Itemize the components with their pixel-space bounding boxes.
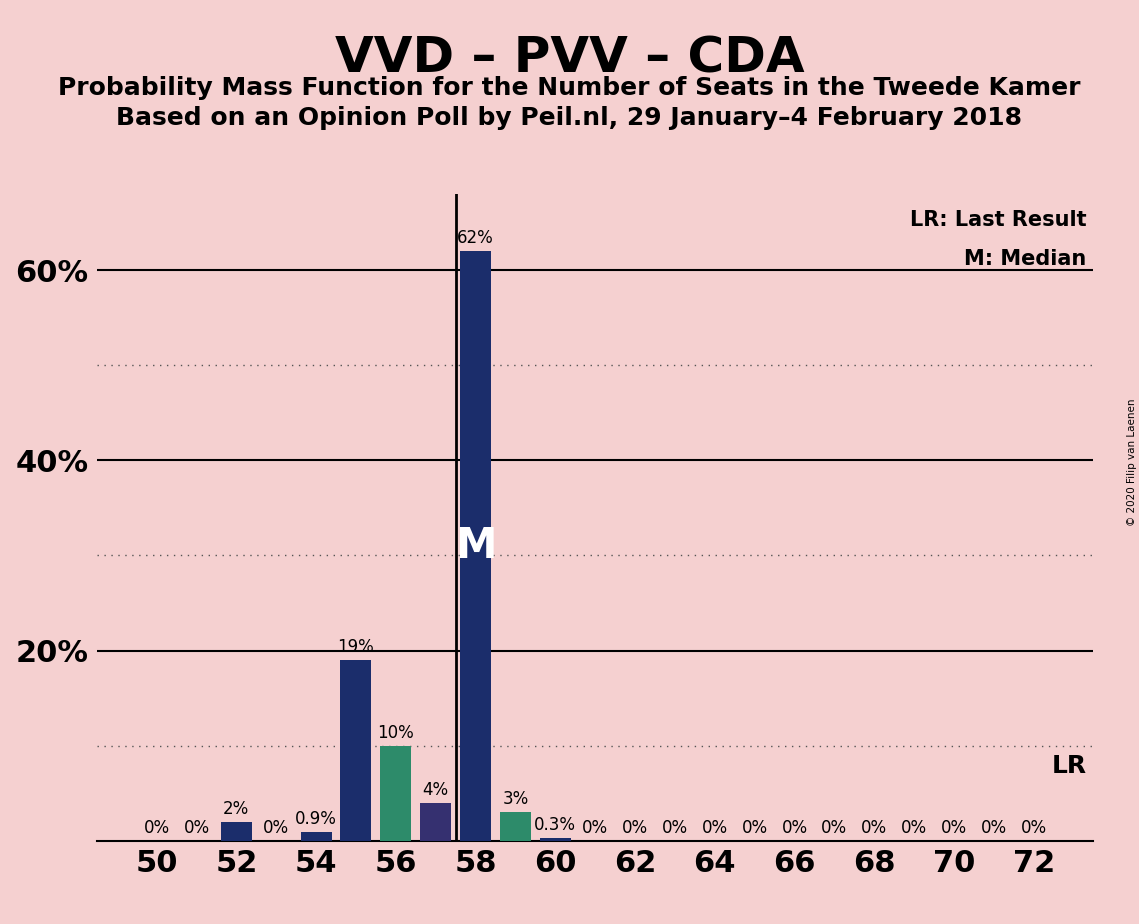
Text: 0%: 0% <box>622 819 648 837</box>
Text: M: Median: M: Median <box>965 249 1087 269</box>
Text: 62%: 62% <box>457 229 494 248</box>
Bar <box>540 838 571 841</box>
Text: Probability Mass Function for the Number of Seats in the Tweede Kamer: Probability Mass Function for the Number… <box>58 76 1081 100</box>
Text: 4%: 4% <box>423 781 449 799</box>
Text: 0%: 0% <box>702 819 728 837</box>
Text: LR: LR <box>1051 755 1087 778</box>
Text: 0%: 0% <box>981 819 1007 837</box>
Text: Based on an Opinion Poll by Peil.nl, 29 January–4 February 2018: Based on an Opinion Poll by Peil.nl, 29 … <box>116 106 1023 130</box>
Text: 3%: 3% <box>502 791 528 808</box>
Text: 0%: 0% <box>781 819 808 837</box>
Bar <box>301 833 331 841</box>
Text: 10%: 10% <box>377 723 415 742</box>
Text: © 2020 Filip van Laenen: © 2020 Filip van Laenen <box>1126 398 1137 526</box>
Text: 0%: 0% <box>901 819 927 837</box>
Text: 19%: 19% <box>337 638 375 656</box>
Text: 0%: 0% <box>582 819 608 837</box>
Text: 0%: 0% <box>263 819 289 837</box>
Text: 0%: 0% <box>662 819 688 837</box>
Text: 0%: 0% <box>941 819 967 837</box>
Text: LR: Last Result: LR: Last Result <box>910 211 1087 230</box>
Bar <box>460 251 491 841</box>
Text: 0%: 0% <box>861 819 887 837</box>
Text: 0.9%: 0.9% <box>295 810 337 829</box>
Text: 0%: 0% <box>821 819 847 837</box>
Text: 0%: 0% <box>741 819 768 837</box>
Text: 0.3%: 0.3% <box>534 816 576 834</box>
Text: M: M <box>454 525 497 567</box>
Text: 0%: 0% <box>183 819 210 837</box>
Text: 0%: 0% <box>144 819 170 837</box>
Bar <box>380 746 411 841</box>
Bar <box>500 812 531 841</box>
Text: 0%: 0% <box>1021 819 1047 837</box>
Bar <box>221 821 252 841</box>
Text: VVD – PVV – CDA: VVD – PVV – CDA <box>335 34 804 82</box>
Bar <box>420 803 451 841</box>
Bar <box>341 660 371 841</box>
Text: 2%: 2% <box>223 800 249 818</box>
